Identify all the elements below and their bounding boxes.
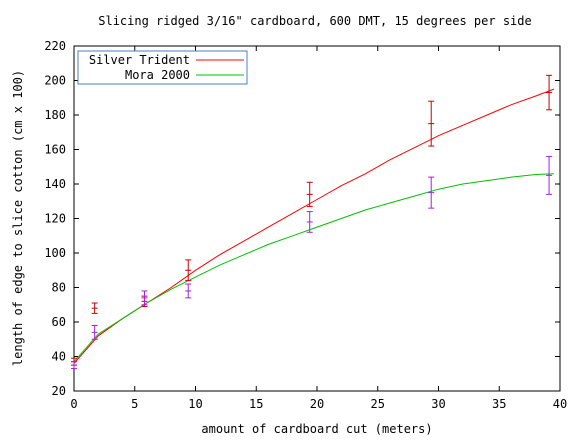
x-tick-label: 40 <box>553 397 567 411</box>
y-tick-label: 120 <box>44 212 66 226</box>
x-tick-label: 10 <box>188 397 202 411</box>
x-tick-label: 30 <box>431 397 445 411</box>
data-point-mora-2000 <box>185 283 192 299</box>
y-tick-label: 60 <box>52 315 66 329</box>
series-lines <box>73 88 555 364</box>
y-tick-label: 200 <box>44 74 66 88</box>
y-tick-label: 180 <box>44 108 66 122</box>
data-point-silver-trident <box>91 302 98 314</box>
data-point-mora-2000 <box>141 290 148 306</box>
y-tick-label: 100 <box>44 246 66 260</box>
data-point-silver-trident <box>546 74 553 111</box>
plot-area-frame <box>73 45 561 392</box>
data-point-mora-2000 <box>306 211 313 233</box>
data-point-silver-trident <box>185 259 192 282</box>
y-tick-label: 40 <box>52 350 66 364</box>
x-axis-label: amount of cardboard cut (meters) <box>201 422 432 436</box>
error-bar-points <box>71 74 553 370</box>
data-point-mora-2000 <box>71 361 77 370</box>
y-tick-label: 220 <box>44 39 66 53</box>
data-point-mora-2000 <box>91 324 98 340</box>
y-tick-label: 20 <box>52 384 66 398</box>
y-tick-label: 160 <box>44 143 66 157</box>
legend-label-mora-2000: Mora 2000 <box>125 68 190 82</box>
x-tick-label: 0 <box>70 397 77 411</box>
x-tick-label: 25 <box>371 397 385 411</box>
x-tick-label: 5 <box>131 397 138 411</box>
x-tick-label: 35 <box>492 397 506 411</box>
series-line-silver-trident <box>73 88 555 364</box>
data-point-silver-trident <box>428 100 435 147</box>
chart-title: Slicing ridged 3/16" cardboard, 600 DMT,… <box>98 14 531 28</box>
y-tick-label: 140 <box>44 177 66 191</box>
data-point-mora-2000 <box>428 176 435 209</box>
legend-label-silver-trident: Silver Trident <box>89 53 190 67</box>
x-tick-label: 20 <box>310 397 324 411</box>
axis-ticks: 0 5 10 15 20 25 30 35 40 20 40 60 80 100 120 140 160 180 2… <box>44 39 567 411</box>
y-tick-label: 80 <box>52 281 66 295</box>
y-axis-label: length of edge to slice cotton (cm x 100… <box>11 70 25 366</box>
x-tick-label: 15 <box>249 397 263 411</box>
data-point-mora-2000 <box>546 155 553 195</box>
data-point-silver-trident <box>306 181 313 207</box>
legend: Silver Trident Mora 2000 <box>77 50 248 85</box>
series-line-mora-2000 <box>73 173 554 363</box>
legend-box <box>77 50 248 85</box>
